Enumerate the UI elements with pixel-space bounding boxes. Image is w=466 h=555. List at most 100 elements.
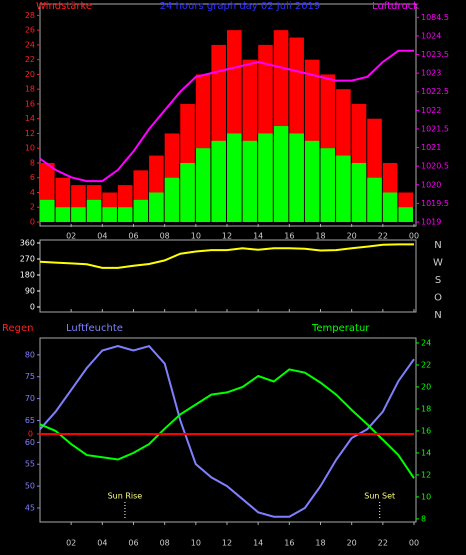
y2-tick-label: 20 [421, 382, 431, 391]
y2-tick-label: 1019.5 [421, 199, 449, 208]
y2-tick-label: 16 [421, 426, 431, 435]
wind-bar [55, 207, 71, 222]
series-line [39, 344, 415, 518]
y-tick-label: 4 [30, 188, 35, 197]
wind-bar [258, 133, 273, 222]
x-tick-label: 22 [378, 232, 388, 241]
y-tick-label: 50 [25, 482, 35, 491]
wind-bar [71, 207, 86, 222]
x-tick-label: 18 [315, 539, 325, 548]
series-line [39, 368, 415, 479]
y2-tick-label: 10 [421, 492, 431, 501]
direction-label: O [434, 293, 442, 304]
y-tick-label: 6 [30, 173, 35, 182]
direction-label: N [434, 240, 441, 251]
wind-bar [117, 207, 133, 222]
y2-tick-label: 1023 [421, 69, 441, 78]
wind-bar [40, 199, 55, 222]
wind-bar [86, 199, 102, 222]
wind-bar [102, 207, 117, 222]
annotation: Sun Rise [108, 492, 143, 501]
wind-bar [180, 162, 195, 222]
wind-bar [227, 133, 242, 222]
wind-bar [289, 133, 304, 222]
wind-label: Windstärke [36, 1, 92, 12]
wind-bar [304, 140, 320, 222]
x-tick-label: 06 [128, 539, 138, 548]
x-tick-label: 02 [66, 539, 76, 548]
y-tick-label: 55 [25, 460, 35, 469]
y-tick-label: 14 [25, 114, 35, 123]
x-tick-label: 12 [222, 232, 232, 241]
y2-tick-label: 1022 [421, 106, 441, 115]
y-tick-label: 24 [25, 40, 35, 49]
temperature-label: Temperatur [311, 323, 370, 334]
y-tick-label: 16 [25, 99, 35, 108]
x-tick-label: 20 [347, 539, 357, 548]
humidity-label: Luftfeuchte [66, 323, 123, 334]
y-tick-label: 75 [25, 372, 35, 381]
y-tick-label: 28 [25, 11, 35, 20]
y-tick-label: 26 [25, 26, 35, 35]
x-tick-label: 02 [66, 232, 76, 241]
x-tick-label: 16 [284, 232, 294, 241]
y-tick-label: 65 [25, 416, 35, 425]
wind-bar [242, 140, 258, 222]
x-tick-label: 04 [97, 232, 107, 241]
series-line [39, 49, 414, 183]
annotation: Sun Set [364, 492, 395, 501]
rain-label: Regen [2, 323, 34, 334]
direction-label: W [433, 258, 443, 269]
wind-bar [382, 192, 398, 222]
y-tick-label: 20 [25, 70, 35, 79]
wind-bar [133, 199, 149, 222]
y-tick-label: 270 [20, 255, 35, 264]
y-tick-label: 12 [25, 129, 35, 138]
y2-tick-label: 1019 [421, 218, 441, 227]
y2-tick-label: 1084.5 [421, 13, 449, 22]
x-tick-label: 04 [97, 539, 107, 548]
series-line [39, 243, 414, 269]
x-tick-label: 12 [222, 539, 232, 548]
pressure-label: Luftdruck [372, 1, 419, 12]
wind-bar [149, 192, 164, 222]
y2-tick-label: 1024 [421, 31, 441, 40]
y2-tick-label: 1022.5 [421, 87, 449, 96]
wind-bar [351, 162, 367, 222]
x-tick-label: 08 [160, 539, 170, 548]
y-tick-label: 45 [25, 503, 35, 512]
y-tick-label: 8 [30, 158, 35, 167]
x-tick-label: 16 [284, 539, 294, 548]
x-tick-label: 10 [191, 539, 201, 548]
y-tick-label: 0 [30, 303, 35, 312]
y2-tick-label: 1020 [421, 180, 441, 189]
panel-frame [39, 337, 417, 523]
y2-tick-label: 8 [421, 514, 426, 523]
x-tick-label: 00 [409, 539, 419, 548]
x-tick-label: 14 [253, 232, 263, 241]
y2-tick-label: 1020.5 [421, 162, 449, 171]
y-tick-label: 2 [30, 203, 35, 212]
y3-tick-label: 0 [28, 430, 33, 439]
y2-tick-label: 24 [421, 338, 431, 347]
y-tick-label: 10 [25, 144, 35, 153]
y2-tick-label: 1021.5 [421, 124, 449, 133]
wind-bar [164, 177, 180, 222]
y-tick-label: 90 [25, 287, 35, 296]
x-tick-label: 08 [160, 232, 170, 241]
x-tick-label: 00 [409, 232, 419, 241]
y2-tick-label: 12 [421, 470, 431, 479]
y-tick-label: 70 [25, 394, 35, 403]
wind-bar [336, 155, 351, 222]
x-tick-label: 06 [128, 232, 138, 241]
x-tick-label: 14 [253, 539, 263, 548]
y-tick-label: 0 [30, 218, 35, 227]
y2-tick-label: 1023.5 [421, 50, 449, 59]
chart-title: 24 hours graph day 02 Juli 2019 [160, 1, 321, 12]
y-tick-label: 22 [25, 55, 35, 64]
y2-tick-label: 1021 [421, 143, 441, 152]
wind-bar [211, 140, 226, 222]
y2-tick-label: 14 [421, 448, 431, 457]
direction-label: N [434, 310, 441, 321]
wind-bar [367, 177, 382, 222]
